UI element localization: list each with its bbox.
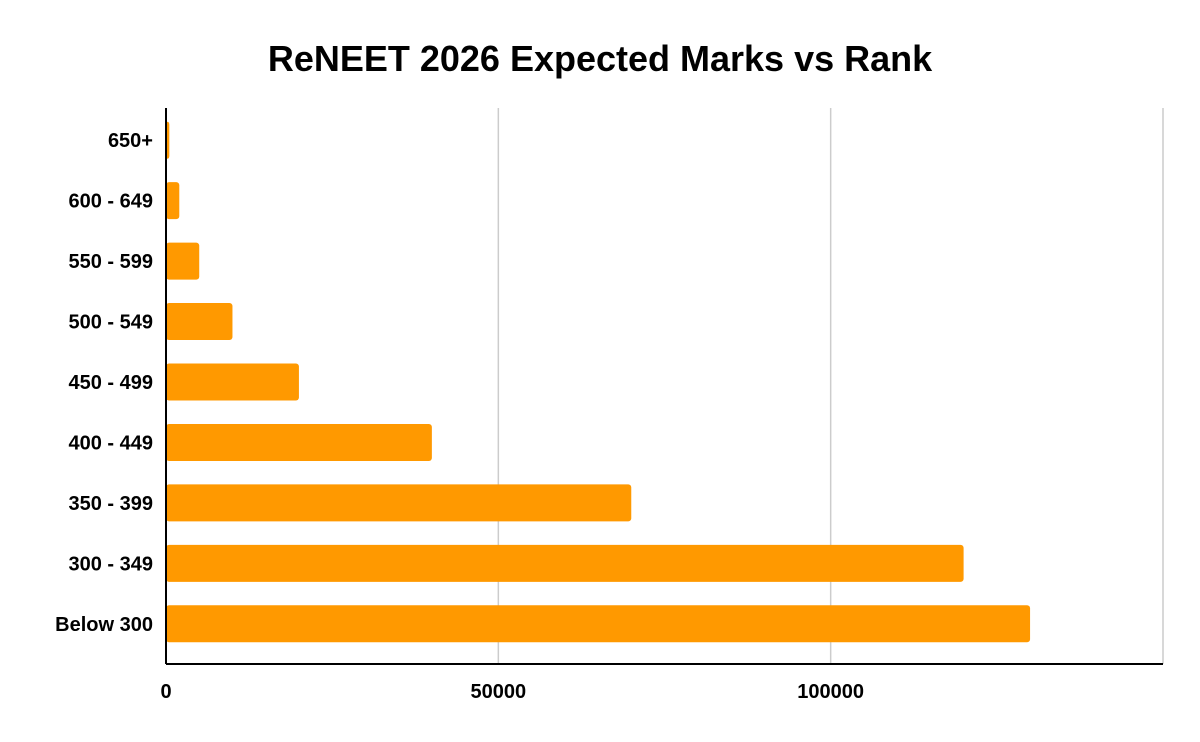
y-tick-label: 300 - 349 <box>68 553 153 575</box>
x-tick-label: 100000 <box>797 681 864 703</box>
bar <box>166 544 964 582</box>
chart-title: ReNEET 2026 Expected Marks vs Rank <box>267 38 933 79</box>
y-tick-label: 500 - 549 <box>68 312 153 334</box>
bar <box>166 423 432 461</box>
bar <box>166 363 299 401</box>
x-tick-label: 50000 <box>471 681 527 703</box>
y-tick-label: 650+ <box>108 130 153 152</box>
bar <box>166 303 233 341</box>
y-tick-label: 600 - 649 <box>68 191 153 213</box>
bar <box>166 182 180 220</box>
bar <box>166 605 1031 643</box>
y-tick-label: 400 - 449 <box>68 432 153 454</box>
y-tick-label: 550 - 599 <box>68 251 153 273</box>
y-tick-label: 450 - 499 <box>68 372 153 394</box>
y-tick-label: Below 300 <box>55 614 153 636</box>
x-tick-label: 0 <box>160 681 171 703</box>
y-tick-label: 350 - 399 <box>68 493 153 515</box>
bar <box>166 484 632 522</box>
bar <box>166 242 200 280</box>
